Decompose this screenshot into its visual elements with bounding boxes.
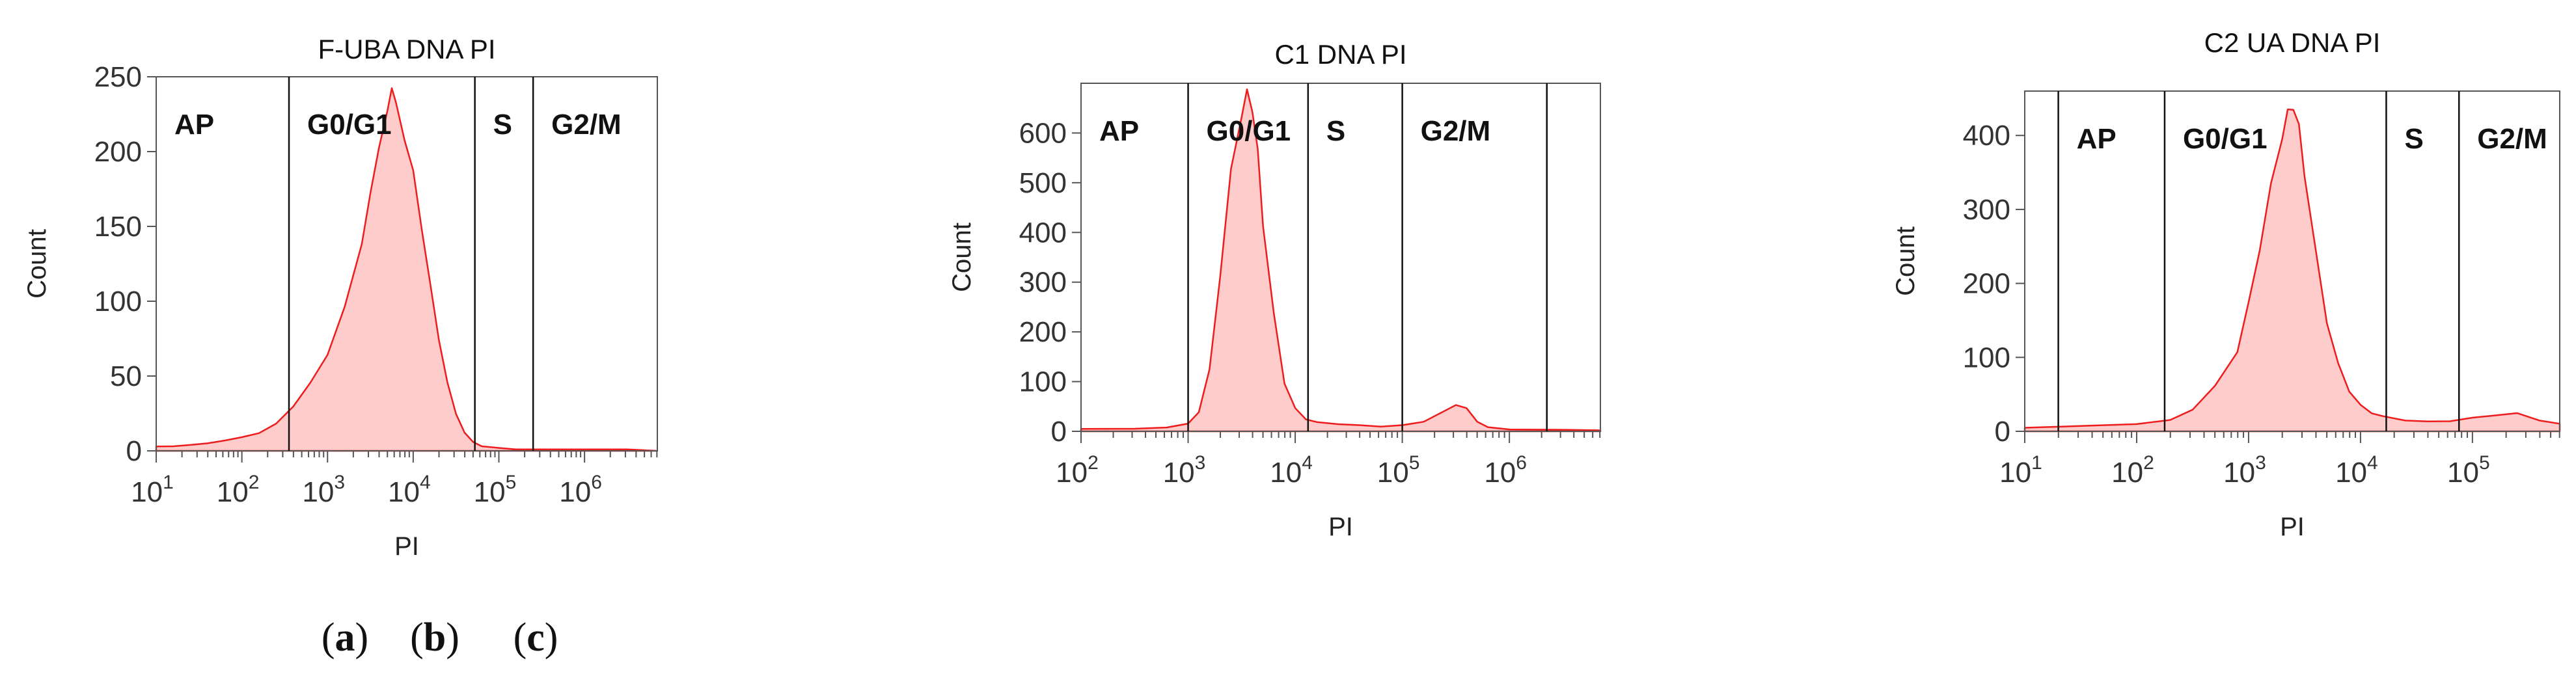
panel-caption-letter: a: [335, 615, 355, 660]
x-axis-label: PI: [1328, 513, 1353, 541]
gate-label-s: S: [2404, 123, 2423, 155]
panel-a: F-UBA DNA PI AP G0/G1 S G2/M 0 50 100 150 200 250 1…: [0, 0, 846, 687]
gate-label-g0-g1: G0/G1: [307, 109, 392, 141]
y-tick-label: 400: [1963, 120, 2010, 152]
plot-frame: [1080, 83, 1601, 432]
chart-b: C1 DNA PI AP G0/G1 S G2/M 0 100 200 300 400 500 600…: [410, 39, 1602, 660]
histogram-area: [2023, 108, 2561, 433]
gate-label-g0-g1: G0/G1: [2183, 123, 2268, 155]
y-tick-label: 500: [1019, 167, 1067, 199]
x-tick-label: 106: [1484, 452, 1527, 489]
x-tick-label: 102: [217, 472, 260, 508]
y-axis-label: Count: [1891, 226, 1920, 296]
plot-frame: [156, 76, 658, 451]
gate-label-s: S: [1326, 115, 1345, 147]
y-tick-label: 100: [94, 286, 142, 317]
x-tick-label: 103: [2223, 452, 2266, 489]
y-tick-label: 400: [1019, 217, 1067, 249]
x-tick-exponent: 2: [1088, 452, 1099, 474]
x-tick-label: 104: [1270, 452, 1313, 489]
plot-frame: [2024, 90, 2560, 432]
y-tick-label: 0: [1051, 416, 1067, 448]
y-tick-label: 150: [94, 211, 142, 243]
y-tick-label: 0: [1995, 416, 2010, 448]
panel-caption: (a): [322, 615, 368, 660]
x-tick-label: 104: [2335, 452, 2378, 489]
x-tick-exponent: 3: [334, 472, 345, 493]
x-axis-label: PI: [394, 532, 419, 561]
x-tick-label: 102: [2111, 452, 2154, 489]
x-tick-label: 103: [1163, 452, 1206, 489]
x-tick-label: 105: [1377, 452, 1420, 489]
gate-label-g0-g1: G0/G1: [1207, 115, 1291, 147]
x-tick-exponent: 6: [591, 472, 602, 493]
x-tick-exponent: 2: [249, 472, 260, 493]
y-tick-label: 600: [1019, 117, 1067, 149]
y-tick-label: 50: [110, 360, 142, 392]
y-tick-label: 300: [1019, 267, 1067, 299]
x-tick-exponent: 4: [420, 472, 431, 493]
y-tick-label: 0: [126, 435, 142, 467]
gate-label-g2-m: G2/M: [2477, 123, 2547, 155]
x-tick-exponent: 4: [2367, 452, 2378, 474]
y-tick-label: 200: [94, 136, 142, 168]
x-tick-label: 102: [1056, 452, 1099, 489]
x-tick-exponent: 5: [506, 472, 517, 493]
x-tick-exponent: 1: [163, 472, 174, 493]
x-tick-exponent: 2: [2143, 452, 2154, 474]
chart-a: F-UBA DNA PI AP G0/G1 S G2/M 0 50 100 150 200 250 1…: [23, 34, 659, 660]
x-tick-exponent: 5: [2479, 452, 2490, 474]
y-axis-label: Count: [23, 229, 51, 299]
x-tick-exponent: 3: [2255, 452, 2266, 474]
chart-title: C1 DNA PI: [1274, 39, 1406, 70]
panel-c: C2 UA DNA PI AP G0/G1 S G2/M 0 100 200 300 400 101…: [514, 0, 2576, 687]
x-tick-label: 103: [302, 472, 345, 508]
x-tick-exponent: 3: [1195, 452, 1206, 474]
histogram-area: [155, 87, 659, 452]
chart-title: F-UBA DNA PI: [318, 34, 495, 64]
x-tick-label: 106: [559, 472, 602, 508]
x-tick-label: 105: [474, 472, 517, 508]
x-tick-exponent: 5: [1409, 452, 1420, 474]
panel-caption-letter: b: [424, 615, 446, 660]
gate-label-g2-m: G2/M: [551, 109, 622, 141]
x-tick-label: 101: [131, 472, 174, 508]
y-tick-label: 250: [94, 61, 142, 93]
gate-label-ap: AP: [174, 109, 214, 141]
x-axis-label: PI: [2280, 513, 2305, 541]
panel-b: C1 DNA PI AP G0/G1 S G2/M 0 100 200 300 400 500 600…: [410, 0, 1712, 687]
chart-title: C2 UA DNA PI: [2204, 27, 2381, 58]
panel-caption-letter: c: [527, 615, 545, 660]
panel-caption: (b): [410, 615, 459, 660]
panel-caption: (c): [514, 615, 558, 660]
y-tick-label: 200: [1963, 268, 2010, 300]
x-tick-exponent: 6: [1516, 452, 1527, 474]
histogram-area: [1080, 88, 1602, 433]
gate-label-g2-m: G2/M: [1421, 115, 1491, 147]
gate-label-ap: AP: [2077, 123, 2117, 155]
y-axis-label: Count: [948, 222, 976, 292]
y-tick-label: 200: [1019, 316, 1067, 348]
x-tick-label: 101: [1999, 452, 2042, 489]
y-tick-label: 300: [1963, 194, 2010, 226]
y-tick-label: 100: [1963, 342, 2010, 373]
x-tick-exponent: 4: [1302, 452, 1313, 474]
x-tick-label: 104: [388, 472, 431, 508]
x-tick-exponent: 1: [2031, 452, 2042, 474]
y-tick-label: 100: [1019, 366, 1067, 398]
gate-label-ap: AP: [1099, 115, 1139, 147]
gate-label-s: S: [493, 109, 512, 141]
x-tick-label: 105: [2447, 452, 2490, 489]
